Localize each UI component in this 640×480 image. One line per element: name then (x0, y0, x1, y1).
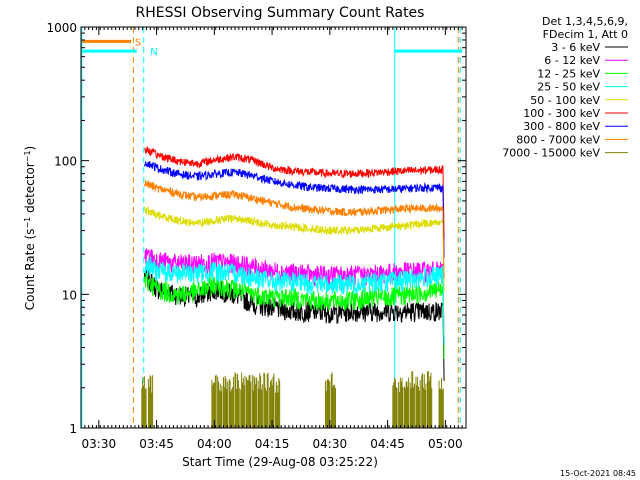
series-line-4 (144, 206, 445, 292)
legend: Det 1,3,4,5,6,9, FDecim 1, Att 0 3 - 6 k… (502, 15, 628, 160)
legend-header-2: FDecim 1, Att 0 (543, 28, 628, 41)
marker-N-label: N (150, 47, 157, 58)
y-axis-ticks: 1 10 100 1000 (46, 21, 466, 436)
legend-label-0: 3 - 6 keV (551, 41, 600, 54)
x-tick-label-5: 04:45 (370, 437, 405, 451)
series-line-5 (144, 145, 445, 240)
y-tick-label-3: 1000 (46, 21, 77, 35)
x-tick-label-2: 04:00 (197, 437, 232, 451)
x-tick-label-1: 03:45 (139, 437, 174, 451)
chart-title: RHESSI Observing Summary Count Rates (136, 5, 425, 21)
legend-label-4: 50 - 100 keV (530, 94, 600, 107)
x-tick-label-6: 05:00 (428, 437, 463, 451)
legend-label-5: 100 - 300 keV (523, 107, 600, 120)
footer-timestamp: 15-Oct-2021 08:45 (560, 469, 636, 478)
legend-label-2: 12 - 25 keV (537, 67, 600, 80)
legend-label-7: 800 - 7000 keV (516, 133, 600, 146)
legend-header-1: Det 1,3,4,5,6,9, (542, 15, 628, 28)
series-line-3 (144, 256, 445, 345)
y-axis-label: Count Rate (s−1 detector−1) (23, 146, 38, 310)
marker-S-label: S (135, 37, 141, 48)
y-tick-label-2: 100 (54, 155, 77, 169)
legend-label-8: 7000 - 15000 keV (502, 147, 600, 160)
x-tick-label-3: 04:15 (255, 437, 290, 451)
x-tick-label-4: 04:30 (313, 437, 348, 451)
x-tick-label-0: 03:30 (82, 437, 117, 451)
x-axis-ticks: 03:30 03:45 04:00 04:15 04:30 04:45 05:00 (82, 27, 463, 451)
series-line-6 (144, 160, 445, 258)
series-line-7 (144, 180, 445, 279)
observation-markers: SN (81, 27, 463, 428)
legend-label-1: 6 - 12 keV (544, 54, 600, 67)
x-axis-label: Start Time (29-Aug-08 03:25:22) (182, 455, 378, 469)
y-tick-label-0: 1 (69, 422, 77, 436)
series-lines (141, 145, 445, 428)
legend-label-6: 300 - 800 keV (523, 120, 600, 133)
y-tick-label-1: 10 (62, 288, 77, 302)
legend-label-3: 25 - 50 keV (537, 81, 600, 94)
